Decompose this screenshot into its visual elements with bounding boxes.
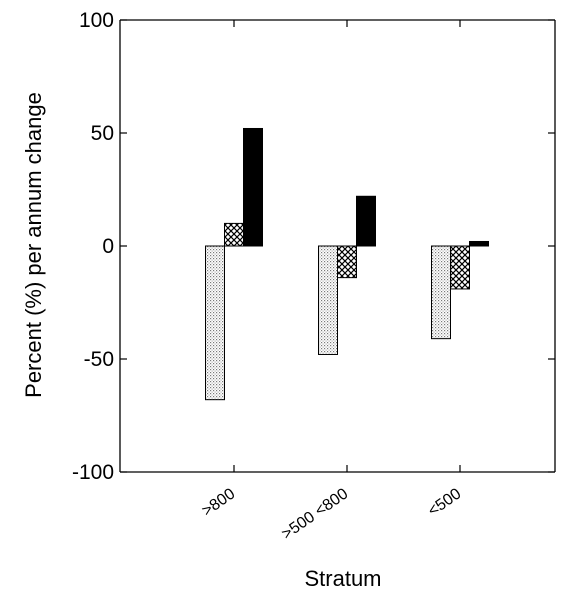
bar bbox=[243, 127, 263, 247]
y-tick-label: 100 bbox=[79, 9, 114, 32]
bar bbox=[205, 245, 225, 401]
y-tick-label: 50 bbox=[91, 122, 114, 145]
bar bbox=[469, 240, 489, 247]
y-tick-label: -50 bbox=[84, 348, 114, 371]
bar bbox=[224, 222, 244, 247]
x-tick-label: >500 <800 bbox=[279, 485, 352, 543]
axes bbox=[119, 19, 556, 473]
tick-labels: 100 50 0 -50 -100 >800 >500 <800 <500 bbox=[72, 9, 464, 543]
y-axis-title: Percent (%) per annum change bbox=[21, 92, 46, 398]
bar bbox=[450, 245, 470, 290]
bars bbox=[205, 127, 489, 401]
bar bbox=[356, 195, 376, 247]
x-axis-title: Stratum bbox=[304, 566, 381, 591]
y-tick-label: -100 bbox=[72, 461, 114, 484]
bar bbox=[337, 245, 357, 279]
y-tick-label: 0 bbox=[102, 235, 114, 258]
bar bbox=[318, 245, 338, 355]
x-tick-label: >800 bbox=[199, 485, 238, 520]
bar bbox=[431, 245, 451, 340]
x-tick-label: <500 bbox=[425, 485, 464, 520]
